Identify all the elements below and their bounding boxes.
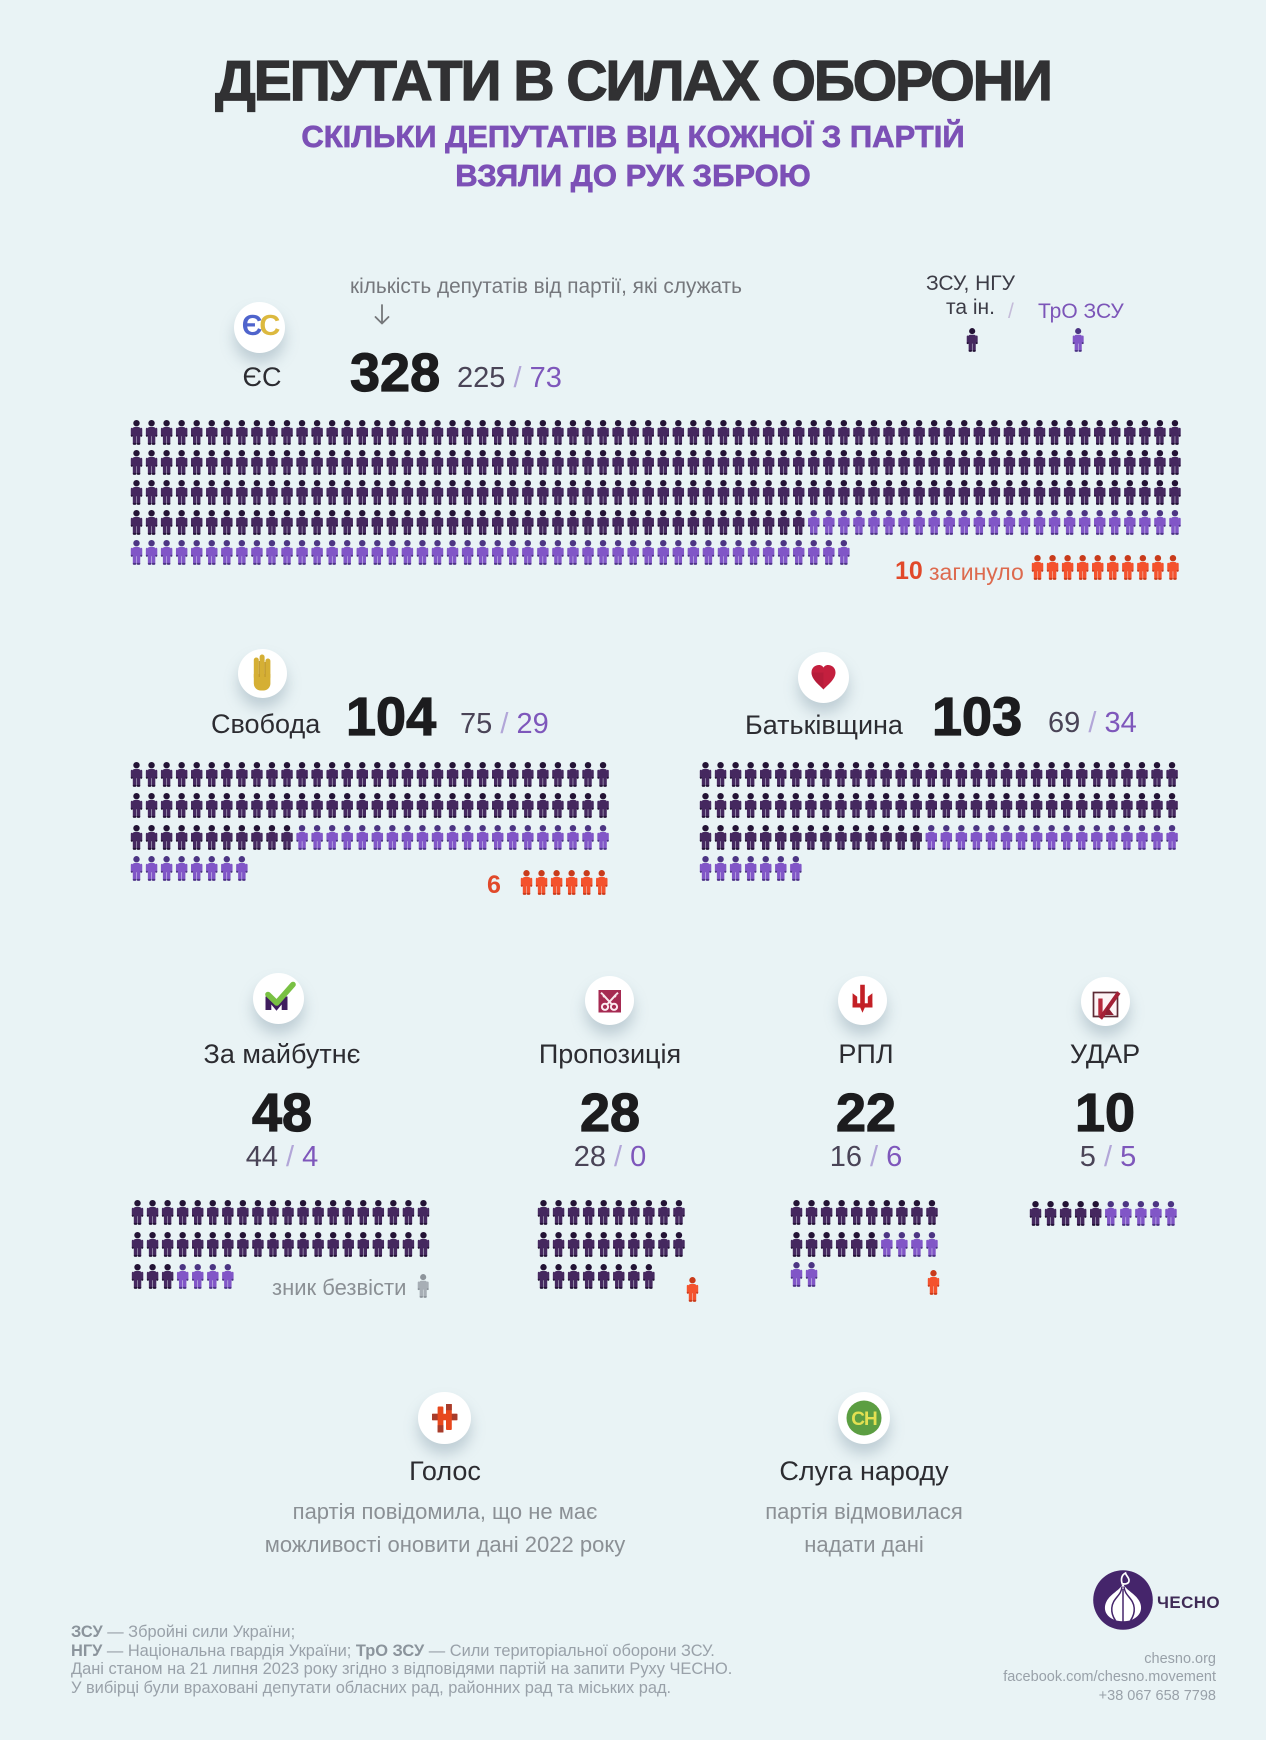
svg-text:СН: СН [851, 1409, 877, 1430]
